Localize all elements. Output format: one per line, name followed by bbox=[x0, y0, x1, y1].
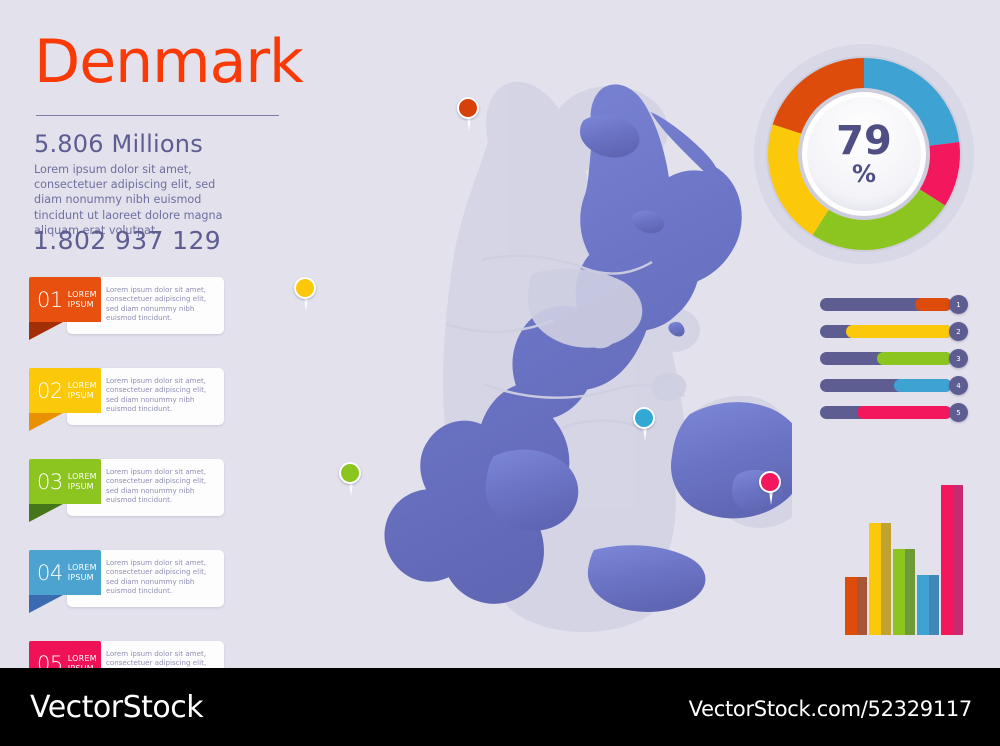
list-item-body: Lorem ipsum dolor sit amet, consectetuer… bbox=[106, 467, 207, 505]
progress-bar-index: 3 bbox=[949, 349, 968, 368]
big-number: 1.802 937 129 bbox=[33, 226, 222, 255]
footer-url: VectorStock.com/52329117 bbox=[688, 697, 973, 721]
list-item[interactable]: Lorem ipsum dolor sit amet, consectetuer… bbox=[29, 459, 224, 530]
donut-hole bbox=[807, 97, 921, 211]
list-item-tag: 04 LOREM IPSUM bbox=[29, 550, 101, 595]
list-item-tag: 02 LOREM IPSUM bbox=[29, 368, 101, 413]
column-bar[interactable] bbox=[941, 485, 963, 635]
list-item[interactable]: Lorem ipsum dolor sit amet, consectetuer… bbox=[29, 277, 224, 348]
list-item-number: 02 bbox=[37, 378, 63, 403]
map-pin-needle bbox=[349, 482, 353, 496]
map-pin-head bbox=[457, 97, 479, 119]
list-item-body: Lorem ipsum dolor sit amet, consectetuer… bbox=[106, 558, 207, 596]
column-bar-face bbox=[893, 549, 905, 635]
donut-segments bbox=[768, 58, 960, 250]
column-bar-side bbox=[881, 523, 891, 635]
list-item-fold bbox=[29, 504, 63, 522]
progress-bar-fill bbox=[856, 406, 952, 419]
map-pin-head bbox=[294, 277, 316, 299]
progress-bar-row[interactable]: 2 bbox=[820, 322, 968, 341]
progress-bar-track bbox=[820, 379, 952, 392]
column-bar-face bbox=[941, 485, 953, 635]
progress-bar-index: 2 bbox=[949, 322, 968, 341]
list-item-tag: 01 LOREM IPSUM bbox=[29, 277, 101, 322]
map-pin[interactable] bbox=[457, 97, 483, 131]
list-item-fold bbox=[29, 413, 63, 431]
map-pin-needle bbox=[643, 427, 647, 441]
progress-bar-track bbox=[820, 325, 952, 338]
column-bar[interactable] bbox=[893, 549, 915, 635]
map-pin[interactable] bbox=[339, 462, 365, 496]
list-item-tag: 03 LOREM IPSUM bbox=[29, 459, 101, 504]
progress-bar-track bbox=[820, 352, 952, 365]
progress-bar-row[interactable]: 3 bbox=[820, 349, 968, 368]
lead-paragraph: Lorem ipsum dolor sit amet, consectetuer… bbox=[34, 163, 223, 237]
map-pin[interactable] bbox=[294, 277, 320, 311]
donut-segment[interactable] bbox=[864, 58, 960, 146]
list-item[interactable]: Lorem ipsum dolor sit amet, consectetuer… bbox=[29, 368, 224, 439]
footer-brand: VectorStock bbox=[30, 690, 204, 725]
map-pin-head bbox=[339, 462, 361, 484]
list-item-number: 04 bbox=[37, 560, 63, 585]
denmark-map[interactable] bbox=[232, 24, 792, 644]
progress-bar-fill bbox=[876, 352, 952, 365]
progress-bar-track bbox=[820, 406, 952, 419]
column-bar-side bbox=[929, 575, 939, 635]
progress-bar-index: 5 bbox=[949, 403, 968, 422]
title-divider bbox=[36, 115, 279, 116]
population-value: 5.806 Millions bbox=[34, 130, 203, 158]
progress-bar-fill bbox=[846, 325, 952, 338]
map-pin[interactable] bbox=[759, 471, 785, 505]
map-pin-needle bbox=[769, 491, 773, 505]
progress-bar-row[interactable]: 1 bbox=[820, 295, 968, 314]
column-bar[interactable] bbox=[917, 575, 939, 635]
column-bar-face bbox=[917, 575, 929, 635]
progress-bar-index: 1 bbox=[949, 295, 968, 314]
map-pin-needle bbox=[304, 297, 308, 311]
horizontal-progress-bars: 1 2 3 4 5 bbox=[820, 295, 968, 433]
progress-bar-index: 4 bbox=[949, 376, 968, 395]
vertical-column-chart bbox=[845, 455, 970, 635]
donut-segment[interactable] bbox=[768, 124, 829, 236]
column-bar-side bbox=[857, 577, 867, 635]
donut-segment[interactable] bbox=[919, 141, 960, 206]
map-pin[interactable] bbox=[633, 407, 659, 441]
map-pin-head bbox=[633, 407, 655, 429]
donut-segment[interactable] bbox=[812, 189, 946, 250]
progress-bar-fill bbox=[915, 298, 952, 311]
column-bar-face bbox=[869, 523, 881, 635]
column-bar-side bbox=[953, 485, 963, 635]
column-bar[interactable] bbox=[869, 523, 891, 635]
info-list: Lorem ipsum dolor sit amet, consectetuer… bbox=[29, 277, 224, 732]
list-item[interactable]: Lorem ipsum dolor sit amet, consectetuer… bbox=[29, 550, 224, 621]
list-item-fold bbox=[29, 322, 63, 340]
progress-bar-fill bbox=[893, 379, 952, 392]
column-bar[interactable] bbox=[845, 577, 867, 635]
list-item-body: Lorem ipsum dolor sit amet, consectetuer… bbox=[106, 285, 207, 323]
donut-segment[interactable] bbox=[772, 58, 864, 134]
page-title: Denmark bbox=[34, 27, 304, 97]
list-item-number: 03 bbox=[37, 469, 63, 494]
list-item-body: Lorem ipsum dolor sit amet, consectetuer… bbox=[106, 376, 207, 414]
map-region-borders bbox=[445, 254, 685, 430]
map-pin-needle bbox=[467, 117, 471, 131]
progress-bar-row[interactable]: 4 bbox=[820, 376, 968, 395]
progress-bar-row[interactable]: 5 bbox=[820, 403, 968, 422]
list-item-fold bbox=[29, 595, 63, 613]
column-bar-side bbox=[905, 549, 915, 635]
donut-chart[interactable]: 79 % bbox=[752, 42, 976, 266]
progress-bar-track bbox=[820, 298, 952, 311]
list-item-number: 01 bbox=[37, 287, 63, 312]
map-inner-water bbox=[528, 268, 687, 402]
map-pin-head bbox=[759, 471, 781, 493]
column-bar-face bbox=[845, 577, 857, 635]
footer-bar: VectorStock VectorStock.com/52329117 bbox=[0, 668, 1000, 746]
